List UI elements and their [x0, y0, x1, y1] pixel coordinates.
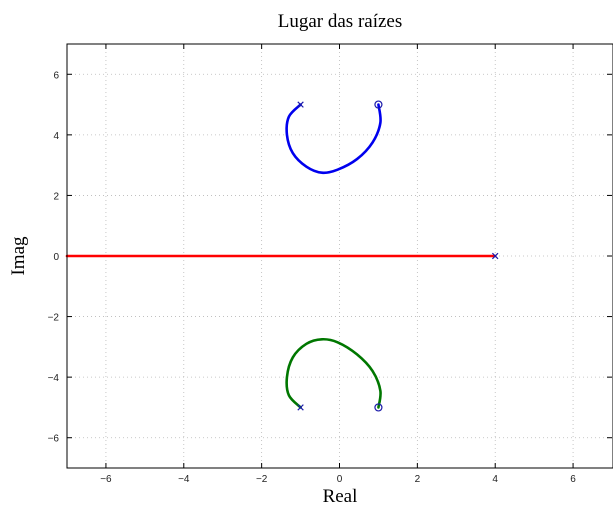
y-tick-label: 2 [53, 191, 59, 202]
x-tick-label: −2 [256, 474, 268, 485]
x-tick-label: −4 [178, 474, 190, 485]
pole-marker-stroke [297, 101, 304, 108]
locus-branch-1 [285, 103, 382, 175]
y-tick-label: 6 [53, 70, 59, 81]
x-tick-label: 6 [570, 474, 576, 485]
locus-branches [65, 103, 497, 409]
y-axis-label: Imag [8, 236, 29, 276]
y-tick-label: 0 [53, 252, 59, 263]
plot-frame [66, 43, 613, 469]
zero-marker [374, 403, 383, 412]
y-tick-label: 4 [53, 131, 59, 142]
y-tick-label: −4 [48, 373, 60, 384]
pole-marker [297, 404, 304, 411]
pole-zero-markers [297, 100, 499, 412]
zero-marker [374, 100, 383, 109]
pole-marker [491, 252, 499, 260]
locus-branch-2 [285, 337, 382, 409]
x-tick-label: 4 [492, 474, 498, 485]
chart-title: Lugar das raízes [278, 11, 403, 32]
y-tick-label: −6 [48, 434, 60, 445]
pole-marker [297, 101, 304, 108]
pole-marker-stroke [297, 404, 304, 411]
axis-ticks: −6 −4 −2 0 2 4 6 −6 −4 −2 0 2 4 6 [48, 44, 612, 485]
x-axis-label: Real [323, 486, 358, 506]
y-tick-label: −2 [48, 313, 60, 324]
x-tick-label: 0 [337, 474, 343, 485]
x-tick-label: 2 [415, 474, 421, 485]
x-tick-label: −6 [100, 474, 112, 485]
pole-marker-stroke [491, 252, 499, 260]
